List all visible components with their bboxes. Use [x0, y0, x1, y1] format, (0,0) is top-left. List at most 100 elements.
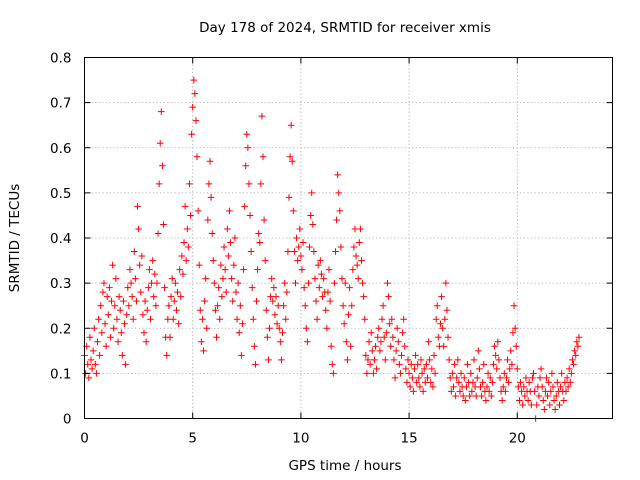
- data-point: [172, 279, 179, 287]
- data-point: [195, 261, 203, 269]
- data-point: [404, 356, 412, 364]
- data-point: [243, 130, 251, 138]
- data-point: [320, 275, 327, 282]
- data-point: [431, 370, 439, 377]
- data-point: [325, 266, 333, 273]
- data-point: [453, 374, 460, 382]
- data-point: [314, 261, 322, 269]
- data-point: [338, 275, 346, 282]
- data-point: [462, 397, 469, 404]
- data-point: [488, 392, 495, 400]
- data-point: [288, 157, 296, 165]
- data-point: [503, 374, 510, 382]
- data-point: [346, 284, 353, 291]
- data-point: [230, 261, 238, 269]
- data-point: [213, 333, 220, 341]
- data-point: [303, 324, 310, 332]
- data-point: [244, 144, 252, 152]
- data-point: [384, 279, 391, 287]
- data-point: [169, 315, 177, 323]
- y-tick-label: 0.6: [50, 141, 71, 157]
- data-point: [174, 288, 181, 296]
- data-point: [564, 383, 572, 391]
- data-point: [185, 243, 192, 251]
- data-point: [391, 374, 399, 382]
- data-point: [363, 370, 371, 377]
- data-point: [554, 379, 561, 386]
- data-point: [231, 234, 239, 242]
- data-point: [98, 329, 106, 337]
- data-point: [412, 352, 419, 359]
- data-point: [112, 275, 120, 282]
- data-point: [283, 288, 291, 296]
- data-point: [318, 270, 325, 278]
- data-point: [558, 370, 565, 377]
- data-point: [240, 266, 247, 273]
- data-point: [460, 374, 468, 382]
- data-point: [369, 347, 376, 355]
- data-point: [154, 230, 162, 237]
- data-point: [568, 370, 575, 377]
- data-point: [388, 315, 396, 323]
- data-point: [535, 392, 543, 400]
- data-point: [533, 401, 541, 409]
- data-point: [504, 356, 511, 364]
- data-point: [541, 406, 548, 413]
- data-point: [324, 288, 332, 296]
- data-point: [490, 361, 497, 368]
- data-point: [557, 383, 564, 391]
- data-point: [251, 343, 258, 350]
- data-point: [153, 279, 161, 287]
- data-point: [293, 234, 300, 242]
- data-point: [456, 388, 464, 395]
- data-point: [466, 392, 473, 400]
- data-point: [423, 361, 430, 368]
- data-point: [393, 324, 401, 332]
- data-point: [494, 338, 502, 346]
- data-point: [120, 297, 127, 305]
- data-point: [353, 261, 361, 269]
- data-point: [344, 356, 351, 364]
- data-point: [161, 284, 168, 291]
- data-point: [209, 257, 217, 264]
- data-point: [377, 338, 385, 346]
- data-point: [264, 333, 271, 341]
- data-point: [135, 225, 142, 233]
- data-point: [539, 397, 547, 404]
- data-point: [307, 212, 314, 219]
- data-point: [181, 203, 189, 210]
- data-point: [331, 279, 338, 287]
- data-point: [502, 388, 509, 395]
- data-point: [433, 302, 441, 309]
- data-point: [400, 315, 407, 323]
- data-point: [203, 324, 211, 332]
- data-point: [549, 383, 557, 391]
- data-point: [308, 189, 316, 197]
- data-point: [134, 203, 141, 210]
- data-point: [520, 383, 528, 391]
- y-tick-label: 0.3: [50, 276, 71, 292]
- data-point: [252, 361, 259, 368]
- data-point: [247, 248, 255, 255]
- data-point: [328, 361, 336, 368]
- data-point: [235, 329, 243, 337]
- data-point: [262, 306, 270, 314]
- data-point: [171, 297, 178, 305]
- data-point: [441, 315, 449, 323]
- data-point: [501, 370, 508, 377]
- data-point: [257, 180, 265, 188]
- data-point: [133, 297, 140, 305]
- data-point: [387, 343, 394, 350]
- data-point: [111, 302, 119, 309]
- data-point: [507, 347, 515, 355]
- data-point: [438, 293, 445, 300]
- data-point: [188, 130, 195, 138]
- data-point: [508, 361, 516, 368]
- data-point: [371, 356, 378, 364]
- data-point: [136, 261, 143, 269]
- data-point: [510, 302, 518, 309]
- data-point: [419, 388, 427, 395]
- data-point: [272, 293, 280, 300]
- data-point: [189, 103, 196, 111]
- data-point: [94, 338, 101, 346]
